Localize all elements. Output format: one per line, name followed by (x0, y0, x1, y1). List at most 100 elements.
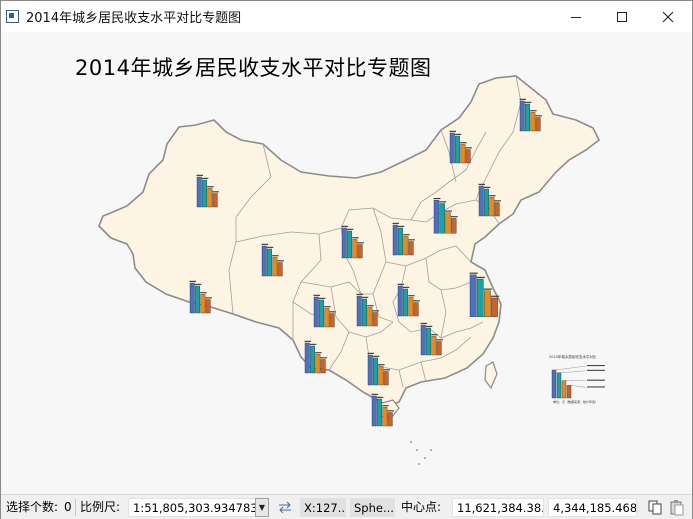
select-count-value: 0 (64, 500, 72, 514)
bar-value-tick (483, 186, 491, 188)
bar-value-tick (445, 210, 452, 212)
bar-mark (491, 297, 498, 317)
bar-mark (382, 407, 388, 427)
scale-dropdown[interactable]: 1:51,805,303.9347837 (128, 498, 256, 517)
bar-mark (212, 193, 218, 208)
center-x-field[interactable]: 11,621,384.38... (452, 498, 544, 517)
bar-value-tick (266, 246, 274, 248)
bar-group (189, 280, 212, 314)
bar-value-tick (201, 177, 209, 179)
bar-mark (433, 199, 440, 234)
bar-value-tick (367, 352, 374, 354)
copy-icon[interactable] (647, 499, 663, 516)
bar-value-tick (449, 130, 456, 132)
bar-value-tick (318, 297, 326, 299)
bar-value-tick (372, 355, 380, 357)
bar-value-tick (376, 396, 384, 398)
bar-value-tick (189, 280, 196, 282)
bar-group (371, 393, 394, 427)
bar-mark (519, 100, 525, 132)
south-sea-islands (410, 441, 432, 465)
paste-icon[interactable] (669, 499, 685, 516)
bar-value-tick (272, 255, 279, 257)
bar-mark (320, 359, 326, 374)
bar-mark (356, 295, 362, 327)
bar-mark (202, 179, 208, 208)
bar-mark (378, 366, 384, 386)
coordinate-x-button[interactable]: X:127... (300, 498, 346, 517)
bar-mark (403, 236, 409, 256)
bar-mark (277, 262, 283, 277)
bar-mark (420, 324, 426, 356)
legend-note: 单位：元（数据来源：统计年鉴） (553, 399, 598, 404)
bar-mark (189, 282, 195, 314)
bar-value-tick (200, 292, 207, 294)
center-label: 中心点: (401, 500, 442, 514)
bar-value-tick (372, 310, 379, 312)
bar-value-tick (450, 216, 458, 218)
bar-mark (347, 230, 352, 259)
projection-button[interactable]: Sphe... (350, 498, 395, 517)
bar-mark (426, 327, 431, 356)
legend-bars (551, 365, 605, 399)
bar-value-tick (346, 228, 354, 230)
bar-mark (377, 398, 382, 427)
legend-leader-line (560, 370, 587, 373)
close-button[interactable] (645, 1, 691, 32)
bar-value-tick (469, 272, 478, 274)
map-canvas[interactable]: 2014年城乡居民收支水平对比专题图 (1, 32, 692, 493)
bar-value-tick (408, 239, 415, 241)
legend-bar-mark (556, 372, 562, 399)
bar-mark (449, 132, 455, 164)
china-map: 2014年城乡居民收支水平对比 单位：元（数据来源：统计年鉴） (98, 75, 605, 465)
bar-mark (535, 117, 541, 132)
bar-value-tick (439, 201, 447, 203)
bar-value-tick (329, 311, 336, 313)
bar-groups (189, 98, 542, 427)
bar-mark (403, 288, 408, 317)
center-y-field[interactable]: 4,344,185.468... (548, 498, 637, 517)
bar-value-tick (341, 225, 348, 227)
bar-mark (383, 371, 389, 386)
maximize-icon (617, 11, 627, 22)
bar-mark (484, 290, 491, 318)
bar-group (469, 272, 500, 318)
bar-value-tick (413, 300, 420, 302)
legend-entry-mark (587, 365, 605, 367)
app-icon (6, 10, 19, 23)
bar-group (196, 174, 219, 208)
bar-value-tick (356, 293, 363, 295)
maximize-button[interactable] (599, 1, 645, 32)
bar-mark (362, 298, 367, 327)
swap-arrows-icon[interactable] (277, 499, 293, 516)
bar-value-tick (315, 352, 322, 354)
minimize-button[interactable] (553, 1, 599, 32)
bar-value-tick (352, 237, 359, 239)
bar-mark (439, 203, 445, 234)
bar-mark (207, 188, 213, 208)
bar-mark (445, 212, 451, 234)
bar-mark (494, 202, 500, 217)
bar-value-tick (431, 334, 438, 336)
legend-title: 2014年城乡居民收支水平对比 (549, 354, 597, 359)
bar-value-tick (277, 260, 284, 262)
bar-value-tick (420, 322, 427, 324)
bar-value-tick (383, 369, 390, 371)
bar-mark (319, 299, 324, 328)
legend-bar-mark (561, 380, 567, 399)
bar-mark (329, 313, 335, 328)
bar-group (449, 130, 472, 164)
scale-dropdown-arrow-icon[interactable]: ▼ (255, 498, 269, 517)
legend-entry-mark (587, 386, 605, 388)
bar-value-tick (207, 186, 214, 188)
bar-mark (397, 285, 403, 317)
bar-mark (196, 176, 202, 208)
bar-value-tick (535, 115, 542, 117)
bar-value-tick (454, 133, 462, 135)
bar-value-tick (196, 174, 203, 176)
bar-value-tick (320, 357, 327, 359)
bar-mark (455, 135, 460, 164)
bar-mark (373, 357, 378, 386)
map-title: 2014年城乡居民收支水平对比专题图 (75, 56, 432, 80)
bar-mark (489, 197, 495, 217)
